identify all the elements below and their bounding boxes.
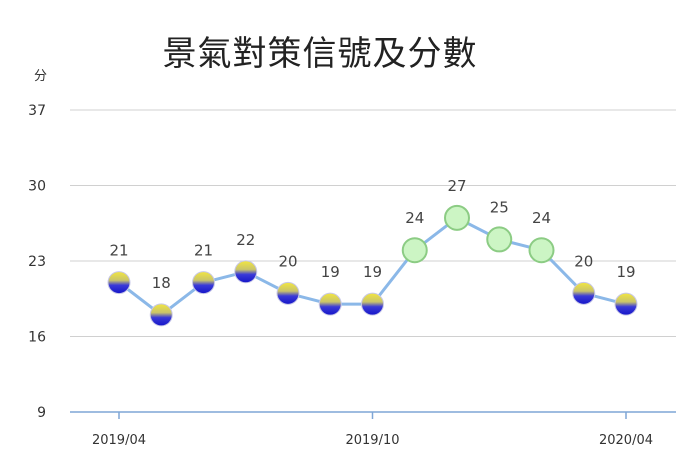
data-label: 24 xyxy=(405,209,424,227)
grid-lines xyxy=(70,109,676,337)
y-axis-unit-label: 分 xyxy=(34,69,47,84)
y-tick-label: 23 xyxy=(28,254,46,270)
data-point-green xyxy=(486,226,513,253)
data-label: 20 xyxy=(278,252,297,270)
data-label: 25 xyxy=(490,198,509,216)
data-point-blue-yellow xyxy=(276,281,300,305)
data-point-green xyxy=(528,237,555,264)
data-label: 19 xyxy=(321,263,340,281)
chart-title: 景氣對策信號及分數 xyxy=(162,34,478,74)
data-label: 21 xyxy=(109,242,128,260)
x-tick-label: 2019/04 xyxy=(92,433,146,448)
data-point-green xyxy=(444,204,470,231)
data-point-blue-yellow xyxy=(318,292,342,316)
y-tick-label: 9 xyxy=(37,405,46,421)
x-tick-label: 2020/04 xyxy=(599,433,653,448)
data-labels: 21 18 21 22 20 19 19 24 27 25 24 20 19 xyxy=(109,177,635,292)
data-label: 27 xyxy=(447,177,466,195)
y-tick-label: 37 xyxy=(28,103,46,119)
y-axis-ticks: 9 16 23 30 37 xyxy=(28,103,46,421)
data-label: 21 xyxy=(194,242,213,260)
data-point-blue-yellow xyxy=(192,271,215,295)
data-point-blue-yellow xyxy=(614,292,638,316)
data-point-green xyxy=(401,237,428,264)
x-tick-label: 2019/10 xyxy=(345,433,399,448)
data-point-blue-yellow xyxy=(234,260,258,284)
data-label: 19 xyxy=(363,263,382,281)
y-tick-label: 16 xyxy=(28,330,46,346)
data-point-blue-yellow xyxy=(361,292,384,316)
data-label: 19 xyxy=(616,263,635,281)
data-point-blue-yellow xyxy=(149,303,173,327)
data-label: 22 xyxy=(236,231,255,249)
data-point-blue-yellow xyxy=(572,281,596,305)
data-points xyxy=(107,204,638,327)
data-label: 20 xyxy=(574,252,593,270)
data-point-blue-yellow xyxy=(107,271,131,295)
y-tick-label: 30 xyxy=(28,179,46,195)
data-label: 18 xyxy=(152,274,171,292)
x-axis: 2019/04 2019/10 2020/04 xyxy=(70,411,676,448)
data-label: 24 xyxy=(532,209,551,227)
